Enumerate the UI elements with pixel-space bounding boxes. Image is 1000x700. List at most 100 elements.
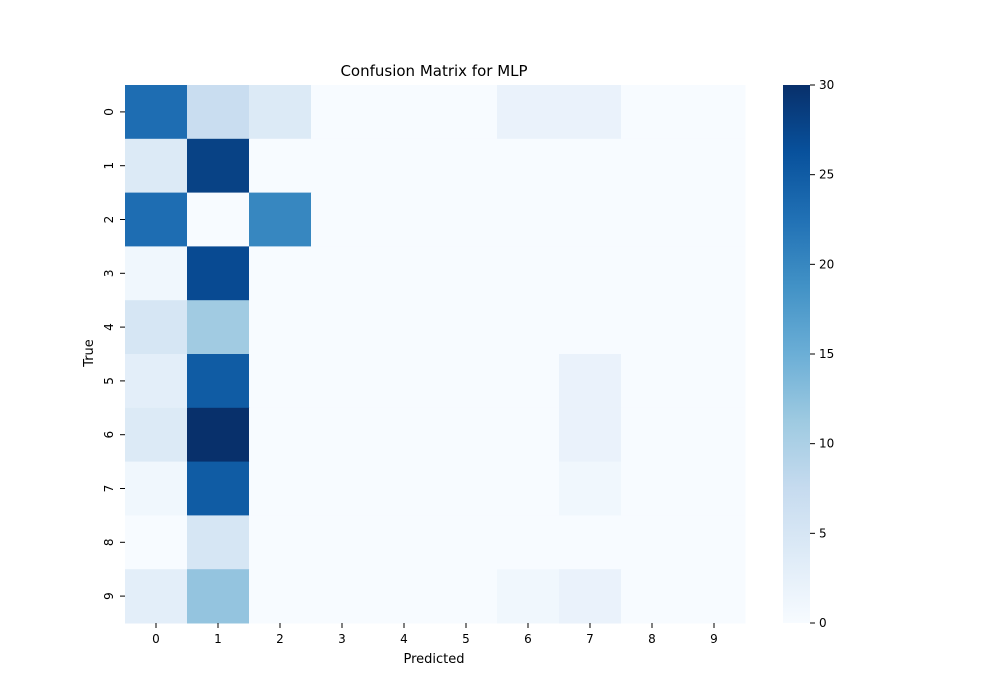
heatmap-cell-r3-c3 bbox=[311, 246, 374, 301]
x-tick-label: 1 bbox=[214, 632, 222, 646]
x-tick-label: 4 bbox=[400, 632, 408, 646]
heatmap-cell-r5-c1 bbox=[187, 354, 250, 409]
heatmap-cell-r9-c6 bbox=[497, 569, 560, 624]
heatmap-cell-r9-c8 bbox=[621, 569, 684, 624]
heatmap-cell-r6-c5 bbox=[435, 407, 498, 463]
y-tick-label: 4 bbox=[102, 323, 116, 331]
heatmap-cell-r6-c4 bbox=[373, 407, 436, 463]
heatmap-cell-r0-c4 bbox=[373, 85, 436, 140]
colorbar-tick-label: 10 bbox=[819, 437, 834, 451]
heatmap-cell-r2-c4 bbox=[373, 192, 436, 247]
heatmap-cell-r9-c5 bbox=[435, 569, 498, 624]
heatmap-cell-r6-c1 bbox=[187, 407, 250, 463]
heatmap-cell-r4-c2 bbox=[249, 300, 312, 355]
heatmap-cell-r0-c0 bbox=[125, 85, 188, 140]
heatmap-cell-r1-c0 bbox=[125, 138, 188, 194]
heatmap-cell-r1-c9 bbox=[683, 138, 746, 194]
heatmap-cell-r6-c0 bbox=[125, 407, 188, 463]
heatmap-cell-r5-c9 bbox=[683, 354, 746, 409]
heatmap-cell-r6-c9 bbox=[683, 407, 746, 463]
colorbar bbox=[783, 85, 810, 623]
colorbar-tick-label: 20 bbox=[819, 257, 834, 271]
y-tick-label: 1 bbox=[102, 162, 116, 170]
x-tick-label: 0 bbox=[152, 632, 160, 646]
heatmap-cell-r9-c1 bbox=[187, 569, 250, 624]
heatmap-cell-r5-c5 bbox=[435, 354, 498, 409]
heatmap-cell-r8-c8 bbox=[621, 515, 684, 570]
heatmap-cell-r1-c8 bbox=[621, 138, 684, 194]
heatmap-cell-r2-c9 bbox=[683, 192, 746, 247]
heatmap-cell-r3-c9 bbox=[683, 246, 746, 301]
heatmap-cell-r3-c4 bbox=[373, 246, 436, 301]
chart-title: Confusion Matrix for MLP bbox=[340, 62, 527, 80]
heatmap-cell-r6-c8 bbox=[621, 407, 684, 463]
y-axis-label: True bbox=[82, 339, 97, 368]
x-tick-label: 3 bbox=[338, 632, 346, 646]
heatmap-cell-r0-c5 bbox=[435, 85, 498, 140]
heatmap-cell-r0-c2 bbox=[249, 85, 312, 140]
heatmap-cell-r8-c1 bbox=[187, 515, 250, 570]
heatmap-cell-r5-c0 bbox=[125, 354, 188, 409]
heatmap-cell-r9-c9 bbox=[683, 569, 746, 624]
heatmap-cell-r0-c1 bbox=[187, 85, 250, 140]
y-tick-label: 9 bbox=[102, 592, 116, 600]
colorbar-ticks: 0 5 10 15 20 25 30 bbox=[810, 78, 834, 630]
heatmap-cell-r7-c2 bbox=[249, 461, 312, 516]
heatmap-cell-r9-c4 bbox=[373, 569, 436, 624]
heatmap-cell-r7-c0 bbox=[125, 461, 188, 516]
heatmap-cell-r4-c3 bbox=[311, 300, 374, 355]
heatmap-cell-r7-c7 bbox=[559, 461, 622, 516]
heatmap-cell-r9-c3 bbox=[311, 569, 374, 624]
y-tick-label: 0 bbox=[102, 108, 116, 116]
x-axis-ticks: 0 1 2 3 4 5 6 7 8 9 bbox=[152, 623, 718, 646]
heatmap-cell-r9-c7 bbox=[559, 569, 622, 624]
heatmap-cell-r9-c2 bbox=[249, 569, 312, 624]
heatmap-cell-r2-c7 bbox=[559, 192, 622, 247]
heatmap-cell-r4-c5 bbox=[435, 300, 498, 355]
heatmap-cell-r7-c6 bbox=[497, 461, 560, 516]
heatmap-cell-r8-c4 bbox=[373, 515, 436, 570]
heatmap-cell-r4-c0 bbox=[125, 300, 188, 355]
heatmap-cell-r7-c9 bbox=[683, 461, 746, 516]
heatmap-cell-r0-c7 bbox=[559, 85, 622, 140]
heatmap-cell-r0-c6 bbox=[497, 85, 560, 140]
heatmap-cell-r2-c1 bbox=[187, 192, 250, 247]
colorbar-tick-label: 30 bbox=[819, 78, 834, 92]
heatmap-cell-r3-c0 bbox=[125, 246, 188, 301]
heatmap-cell-r7-c1 bbox=[187, 461, 250, 516]
x-tick-label: 5 bbox=[462, 632, 470, 646]
heatmap-cell-r4-c7 bbox=[559, 300, 622, 355]
heatmap-cell-r1-c6 bbox=[497, 138, 560, 194]
y-tick-label: 8 bbox=[102, 538, 116, 546]
heatmap-cell-r1-c3 bbox=[311, 138, 374, 194]
y-tick-label: 7 bbox=[102, 485, 116, 493]
heatmap-cell-r9-c0 bbox=[125, 569, 188, 624]
heatmap-cell-r7-c3 bbox=[311, 461, 374, 516]
heatmap-cell-r8-c9 bbox=[683, 515, 746, 570]
heatmap-cell-r8-c5 bbox=[435, 515, 498, 570]
heatmap-cell-r3-c2 bbox=[249, 246, 312, 301]
heatmap-cell-r6-c3 bbox=[311, 407, 374, 463]
heatmap-cell-r2-c6 bbox=[497, 192, 560, 247]
heatmap-cell-r5-c8 bbox=[621, 354, 684, 409]
x-tick-label: 7 bbox=[586, 632, 594, 646]
heatmap-cell-r5-c4 bbox=[373, 354, 436, 409]
heatmap-cell-r3-c6 bbox=[497, 246, 560, 301]
colorbar-tick-label: 15 bbox=[819, 347, 834, 361]
heatmap-cell-r3-c1 bbox=[187, 246, 250, 301]
heatmap-cell-r8-c6 bbox=[497, 515, 560, 570]
x-tick-label: 2 bbox=[276, 632, 284, 646]
heatmap-cell-r1-c5 bbox=[435, 138, 498, 194]
y-tick-label: 2 bbox=[102, 216, 116, 224]
heatmap-cell-r1-c4 bbox=[373, 138, 436, 194]
heatmap-cell-r2-c3 bbox=[311, 192, 374, 247]
heatmap-cell-r0-c9 bbox=[683, 85, 746, 140]
y-axis-ticks: 0 1 2 3 4 5 6 7 8 9 bbox=[102, 108, 125, 600]
heatmap-cell-r8-c2 bbox=[249, 515, 312, 570]
heatmap-cell-r4-c1 bbox=[187, 300, 250, 355]
heatmap-cell-r1-c1 bbox=[187, 138, 250, 194]
heatmap-cell-r0-c8 bbox=[621, 85, 684, 140]
heatmap-cell-r5-c2 bbox=[249, 354, 312, 409]
heatmap-cell-r3-c8 bbox=[621, 246, 684, 301]
heatmap-cell-r5-c7 bbox=[559, 354, 622, 409]
